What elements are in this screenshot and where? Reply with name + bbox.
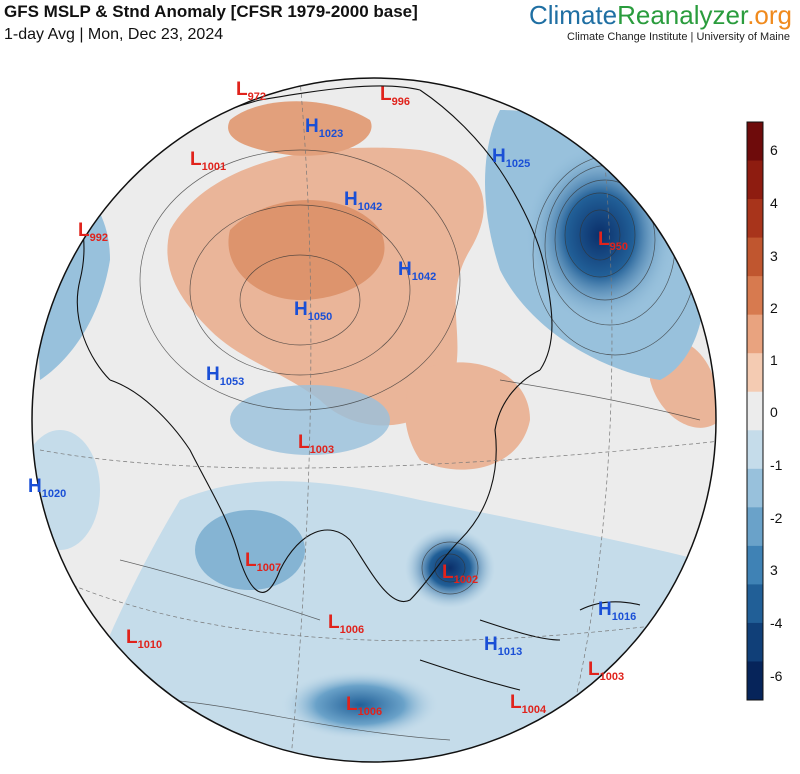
high-pressure-label: H1023 <box>305 116 343 140</box>
bay-of-bengal-anomaly <box>195 510 305 590</box>
high-pressure-label: H1013 <box>484 634 522 658</box>
low-pressure-label: L1006 <box>346 694 382 718</box>
anomaly-colorbar: 6 4 3 2 1 0 -1 -2 3 -4 -6 <box>746 121 783 701</box>
colorbar-swatch <box>747 160 763 200</box>
colorbar-swatch <box>747 430 763 470</box>
low-pressure-label: L1003 <box>588 659 624 683</box>
brand-subtitle: Climate Change Institute | University of… <box>567 31 790 43</box>
colorbar-tick-label: 3 <box>770 562 778 578</box>
colorbar-swatch <box>747 661 763 701</box>
colorbar-swatch <box>747 199 763 239</box>
high-pressure-label: H1016 <box>598 599 636 623</box>
low-pressure-label: L950 <box>598 229 628 253</box>
high-pressure-label: H1042 <box>344 189 382 213</box>
colorbar-outline <box>746 121 764 701</box>
colorbar-tick-label: -6 <box>770 668 783 684</box>
colorbar-swatch <box>747 622 763 662</box>
pressure-center-labels: L972 L996 H1023 L1001 H1025 H1042 L992 L950 H104… <box>28 79 636 718</box>
colorbar-swatch <box>747 237 763 277</box>
warm-anomaly-north <box>228 101 372 156</box>
colorbar-swatch <box>747 507 763 547</box>
colorbar-tick-label: 2 <box>770 300 778 316</box>
low-pressure-label: L992 <box>78 220 108 244</box>
colorbar-tick-label: -2 <box>770 510 783 526</box>
graticule <box>39 79 716 762</box>
high-pressure-label: H1053 <box>206 364 244 388</box>
globe-outline <box>31 77 717 763</box>
map-subtitle: 1-day Avg | Mon, Dec 23, 2024 <box>4 26 224 43</box>
low-pressure-label: L1010 <box>126 627 162 651</box>
low-pressure-label: L1003 <box>298 432 334 456</box>
south-china-sea-low-anomaly <box>405 528 495 608</box>
anomaly-field <box>32 78 716 762</box>
colorbar-swatch <box>747 468 763 508</box>
colorbar-swatch <box>747 122 763 162</box>
low-pressure-label: L1001 <box>190 149 226 173</box>
indian-ocean-low-anomaly <box>280 670 440 740</box>
high-pressure-label: H1042 <box>398 259 436 283</box>
colorbar-swatch <box>747 391 763 431</box>
brand-logo[interactable]: ClimateReanalyzer.org <box>529 0 792 31</box>
low-pressure-label: L1006 <box>328 612 364 636</box>
colorbar-tick-label: -1 <box>770 457 783 473</box>
warm-anomaly-core <box>228 200 385 300</box>
low-pressure-label: L1004 <box>510 692 547 716</box>
low-pressure-label: L1007 <box>245 550 281 574</box>
colorbar-swatch <box>747 314 763 354</box>
high-pressure-label: H1025 <box>492 146 530 170</box>
colorbar-swatch <box>747 545 763 585</box>
colorbar-tick-label: -4 <box>770 615 783 631</box>
high-pressure-label: H1050 <box>294 299 332 323</box>
low-pressure-label: L972 <box>236 79 266 103</box>
colorbar-tick-label: 0 <box>770 404 778 420</box>
colorbar-tick-label: 6 <box>770 142 778 158</box>
map-title: GFS MSLP & Stnd Anomaly [CFSR 1979-2000 … <box>4 2 418 21</box>
coastlines <box>59 85 641 691</box>
brand-part-org: .org <box>747 0 792 30</box>
colorbar-swatch <box>747 584 763 624</box>
warm-anomaly-china <box>405 362 530 470</box>
colorbar-tick-label: 4 <box>770 195 778 211</box>
low-pressure-label: L1002 <box>442 562 478 586</box>
tibet-anomaly <box>230 385 390 455</box>
colorbar-tick-label: 3 <box>770 248 778 264</box>
brand-part-climate: Climate <box>528 0 618 30</box>
colorbar-swatch <box>747 276 763 316</box>
colorbar-tick-label: 1 <box>770 352 778 368</box>
low-pressure-label: L996 <box>380 84 410 108</box>
isobars <box>99 149 701 741</box>
high-pressure-label: H1020 <box>28 476 66 500</box>
brand-part-reanalyzer: Reanalyzer <box>617 0 748 30</box>
colorbar-swatch <box>747 353 763 393</box>
